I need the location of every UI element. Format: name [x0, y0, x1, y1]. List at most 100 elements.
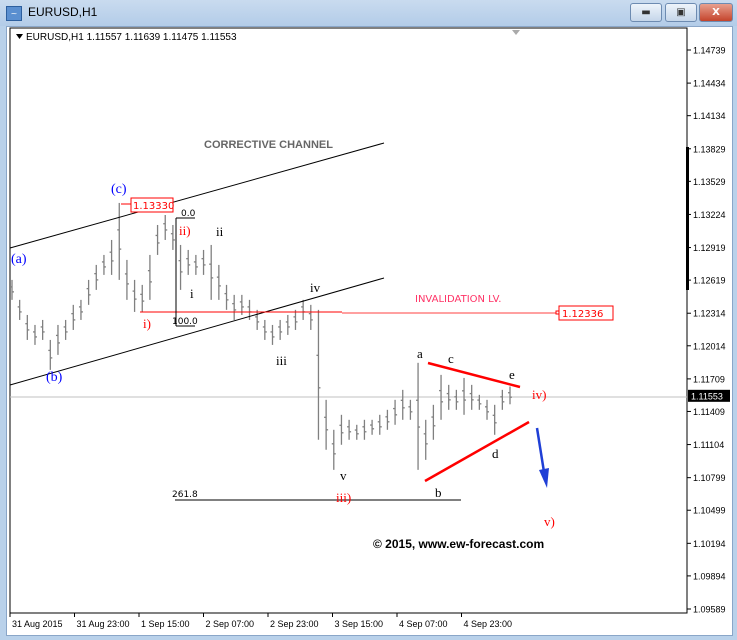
ohlc-bar	[446, 384, 451, 410]
wave-label-c: c	[448, 351, 454, 366]
minimize-icon: ▬	[641, 7, 651, 18]
ohlc-bar	[86, 279, 91, 305]
time-axis[interactable]: 31 Aug 2015 31 Aug 23:00 1 Sep 15:00 2 Sep …	[9, 613, 512, 629]
ohlc-bar	[147, 254, 152, 300]
close-button[interactable]: X	[699, 3, 733, 22]
ohlc-bar	[117, 202, 122, 280]
wave-label-iii-red: iii)	[336, 490, 351, 505]
ohlc-bar	[439, 374, 444, 420]
ohlc-bar	[339, 414, 344, 445]
y-tick-label: 1.14739	[693, 46, 726, 56]
wave-label-a: a	[417, 346, 423, 361]
window-title: EURUSD,H1	[28, 5, 98, 19]
ohlc-bar	[94, 264, 99, 290]
channel-upper-line[interactable]	[9, 142, 385, 249]
minimize-button[interactable]: ▬	[630, 3, 662, 22]
wave-label-i-red: i)	[143, 316, 151, 331]
ohlc-bar	[485, 399, 490, 420]
ohlc-bar	[408, 399, 413, 420]
ohlc-bar	[370, 419, 375, 435]
chart-shift-marker[interactable]	[512, 30, 520, 35]
ohlc-bar	[32, 324, 37, 345]
ohlc-bar	[377, 414, 382, 435]
x-tick-label: 1 Sep 15:00	[141, 619, 190, 629]
wave-label-c-blue: (c)	[111, 182, 127, 197]
channel-lower-line[interactable]	[9, 277, 385, 386]
ohlc-bar	[232, 294, 237, 320]
collapse-triangle-icon[interactable]	[16, 34, 23, 39]
y-tick-label: 1.10194	[693, 539, 726, 549]
high-price-label: 1.13330	[133, 201, 174, 212]
wave-label-a-blue: (a)	[11, 252, 27, 267]
wave-label-b-blue: (b)	[46, 370, 63, 385]
ohlc-bar	[285, 314, 290, 335]
wave-label-iv-red: iv)	[532, 387, 546, 402]
wave-label-b: b	[435, 485, 442, 500]
maximize-button[interactable]: ▣	[665, 3, 697, 22]
y-tick-label: 1.09589	[693, 605, 726, 615]
ohlc-bar	[324, 399, 329, 450]
ohlc-bar	[262, 319, 267, 340]
ohlc-bar	[40, 319, 45, 340]
ohlc-bar	[400, 389, 405, 420]
price-axis[interactable]: 1.14739 1.14434 1.14134 1.13829 1.13529 1.132…	[687, 46, 730, 615]
ohlc-bar	[224, 284, 229, 310]
ohlc-bar	[316, 309, 321, 440]
ohlc-bar	[362, 419, 367, 440]
triangle-upper-line[interactable]	[427, 361, 521, 389]
ohlc-bar	[186, 249, 191, 275]
x-tick-label: 31 Aug 2015	[12, 619, 63, 629]
ohlc-bar	[454, 389, 459, 410]
ohlc-bar	[178, 244, 183, 290]
ohlc-bar	[431, 404, 436, 440]
ohlc-bar	[278, 319, 283, 340]
ohlc-bar	[10, 279, 14, 300]
ohlc-bar	[193, 254, 198, 275]
wave-label-ii: ii	[216, 224, 224, 239]
y-tick-label: 1.12619	[693, 276, 726, 286]
ohlc-bar	[508, 386, 512, 405]
ohlc-bar	[25, 314, 30, 340]
ohlc-bar	[163, 214, 168, 240]
fib-261-label: 261.8	[172, 490, 198, 500]
ohlc-bar	[124, 259, 129, 300]
chart-window-icon: ~	[6, 6, 22, 21]
current-price-label: 1.11553	[691, 391, 723, 401]
y-tick-label: 1.14434	[693, 79, 726, 89]
ohlc-bar	[17, 299, 22, 320]
close-icon: X	[712, 7, 720, 18]
ohlc-bar	[462, 377, 467, 415]
y-tick-label: 1.11409	[693, 407, 725, 417]
ohlc-bar	[492, 404, 497, 435]
wave-label-iv: iv	[310, 280, 321, 295]
scale-marker	[686, 147, 689, 290]
symbol-header: EURUSD,H1 1.11557 1.11639 1.11475 1.1155…	[26, 32, 237, 43]
ohlc-bar	[308, 304, 313, 330]
ohlc-bars	[10, 202, 512, 470]
wave-label-e: e	[509, 367, 515, 382]
ohlc-bar	[170, 224, 175, 250]
wave-label-v: v	[340, 468, 347, 483]
y-tick-label: 1.14134	[693, 111, 726, 121]
ohlc-bar	[63, 319, 68, 340]
high-price-box	[130, 197, 174, 213]
invalidation-label: INVALIDATION LV.	[415, 294, 501, 305]
invalidation-price-box	[558, 305, 614, 321]
wave-label-d: d	[492, 446, 499, 461]
current-price-badge	[688, 389, 730, 402]
ohlc-bar	[385, 409, 390, 430]
ohlc-bar	[55, 324, 60, 355]
y-tick-label: 1.09894	[693, 571, 726, 581]
ohlc-bar	[347, 419, 352, 440]
triangle-lower-line[interactable]	[424, 420, 530, 483]
invalidation-price-label: 1.12336	[562, 309, 603, 320]
x-tick-label: 2 Sep 07:00	[206, 619, 255, 629]
wave-label-iii: iii	[276, 353, 287, 368]
ohlc-bar	[109, 239, 114, 275]
y-tick-label: 1.11104	[693, 440, 724, 450]
ohlc-bar	[132, 279, 137, 312]
x-tick-label: 4 Sep 07:00	[399, 619, 448, 629]
ohlc-bar	[270, 324, 275, 345]
arrow-head-icon	[539, 468, 549, 488]
